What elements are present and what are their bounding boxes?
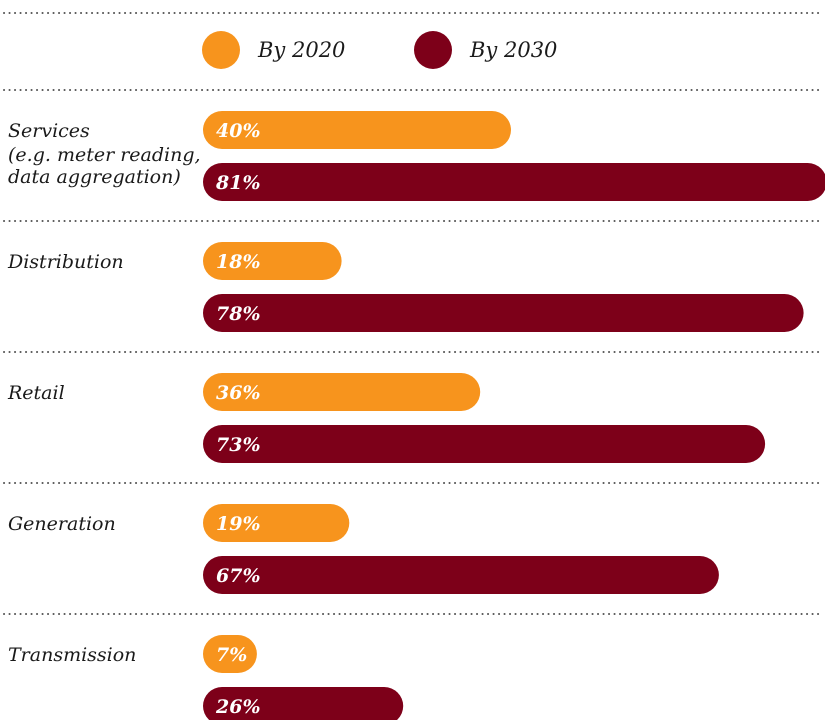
category-group-5: Transmission — [8, 644, 136, 666]
bar-rect — [203, 294, 804, 332]
bar-rect — [203, 242, 342, 280]
bar-value-label: 36% — [216, 382, 261, 404]
bar-2020-3: 36% — [203, 373, 481, 411]
bar-2030-2: 78% — [203, 294, 804, 332]
bar-2020-1: 40% — [203, 111, 511, 149]
bar-rect — [203, 111, 511, 149]
bar-value-label: 67% — [216, 565, 261, 587]
bar-rect — [203, 504, 350, 542]
bar-rect — [203, 556, 719, 594]
bar-rect — [203, 163, 825, 201]
bar-value-label: 19% — [216, 513, 261, 535]
bar-value-label: 78% — [216, 303, 261, 325]
bar-2030-1: 81% — [203, 163, 825, 201]
bar-value-label: 81% — [215, 172, 261, 194]
bar-value-label: 18% — [216, 251, 261, 273]
bar-rect — [203, 373, 481, 411]
category-sublabel: data aggregation) — [8, 166, 181, 188]
legend-item-2: By 2030 — [414, 31, 557, 69]
legend-swatch-1 — [202, 31, 240, 69]
bar-2020-4: 19% — [203, 504, 350, 542]
category-label: Retail — [7, 382, 65, 404]
legend-swatch-2 — [414, 31, 452, 69]
category-label: Distribution — [7, 251, 124, 273]
bar-value-label: 7% — [216, 644, 247, 666]
category-sublabel: (e.g. meter reading, — [8, 144, 201, 166]
bar-2030-5: 26% — [203, 687, 404, 720]
bar-value-label: 40% — [216, 120, 261, 142]
bar-value-label: 26% — [215, 696, 261, 718]
bar-2020-2: 18% — [203, 242, 342, 280]
bar-2020-5: 7% — [203, 635, 257, 673]
bar-2030-4: 67% — [203, 556, 719, 594]
category-label: Transmission — [8, 644, 136, 666]
bar-value-label: 73% — [216, 434, 261, 456]
bar-2030-3: 73% — [203, 425, 766, 463]
category-group-4: Generation — [8, 513, 116, 535]
legend: By 2020 By 2030 — [202, 31, 557, 69]
category-group-1: Services(e.g. meter reading,data aggrega… — [8, 120, 201, 188]
bar-rect — [203, 687, 404, 720]
category-group-3: Retail — [7, 382, 65, 404]
legend-label-2: By 2030 — [469, 38, 557, 62]
category-labels: Services(e.g. meter reading,data aggrega… — [7, 120, 201, 666]
legend-label-1: By 2020 — [257, 38, 345, 62]
category-label: Services — [8, 120, 90, 142]
legend-item-1: By 2020 — [202, 31, 345, 69]
bars: 40% 81% 18% 78% 36% 73% 19% 67% 7% 26% — [203, 111, 825, 720]
category-label: Generation — [8, 513, 116, 535]
bar-rect — [203, 425, 766, 463]
bar-rect — [203, 635, 257, 673]
category-group-2: Distribution — [7, 251, 124, 273]
